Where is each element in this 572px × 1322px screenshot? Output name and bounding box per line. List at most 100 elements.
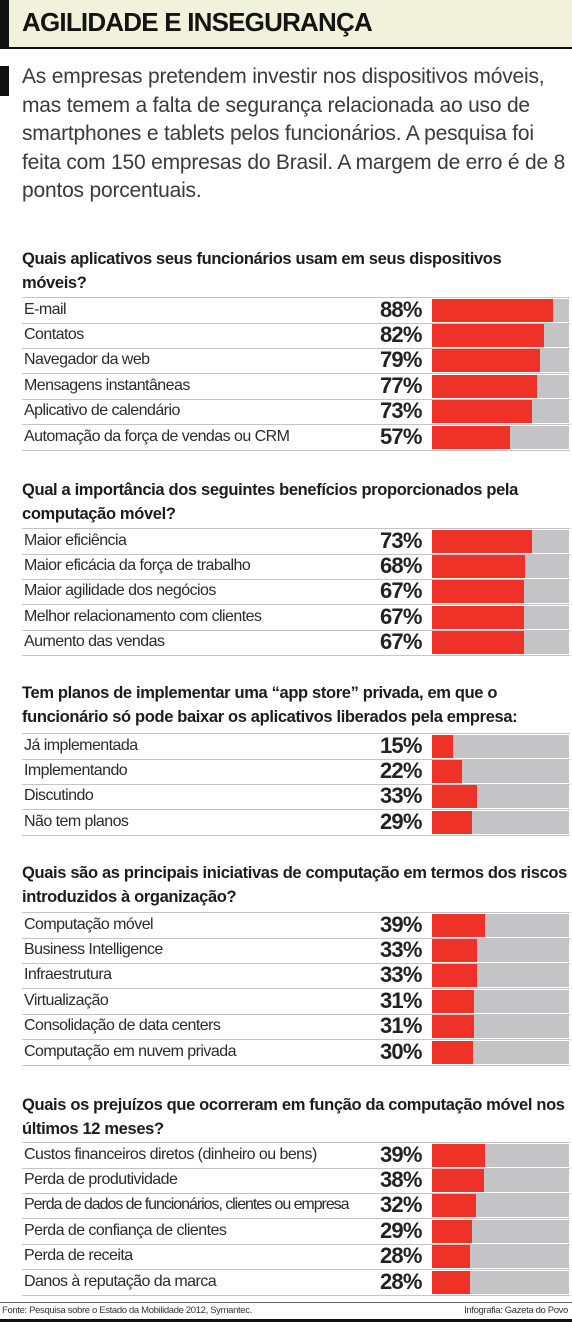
title-accent-block (0, 0, 9, 48)
bar (432, 554, 526, 578)
answer-row: Business Intelligence 33% (22, 937, 570, 964)
bar (432, 374, 538, 398)
bar-track (432, 349, 569, 373)
percent-label: 67% (380, 603, 422, 629)
bar-track (432, 785, 569, 809)
bar (432, 631, 524, 655)
answer-label: Maior agilidade dos negócios (24, 582, 216, 600)
answer-label: Não tem planos (24, 812, 129, 830)
answer-label: Maior eficácia da força de trabalho (24, 556, 251, 574)
bar-track (432, 530, 569, 553)
question-title: Quais aplicativos seus funcionários usam… (22, 250, 502, 292)
answer-label: Consolidação de data centers (24, 1017, 221, 1035)
answer-row: Virtualização 31% (22, 987, 570, 1015)
bottom-rule (0, 1319, 572, 1322)
infographic-credit: Infografia: Gazeta do Povo (464, 1305, 568, 1316)
bar (432, 400, 532, 424)
bar (432, 1168, 485, 1192)
answer-label: E-mail (24, 301, 67, 318)
footer-divider (0, 1302, 572, 1303)
answer-label: Infraestrutura (24, 966, 112, 984)
bar-track (432, 400, 569, 424)
bar (432, 580, 524, 604)
answer-label: Discutindo (24, 787, 94, 805)
answer-label: Danos à reputação da marca (24, 1273, 217, 1290)
bar (432, 426, 511, 449)
bar-track (432, 1219, 569, 1243)
answer-row: Infraestrutura 33% (22, 962, 570, 990)
bar (432, 759, 463, 783)
answer-label: Navegador da web (24, 351, 150, 369)
bar (432, 938, 478, 962)
percent-label: 38% (380, 1166, 422, 1192)
bar (432, 1219, 472, 1243)
answer-label: Aumento das vendas (24, 633, 165, 651)
bar-track (432, 323, 569, 347)
bar-track (432, 964, 569, 988)
percent-label: 22% (380, 757, 422, 783)
answer-label: Custos financeiros diretos (dinheiro ou … (24, 1146, 317, 1163)
answer-row: Aplicativo de calendário 73% (22, 398, 570, 426)
answer-label: Melhor relacionamento com clientes (24, 607, 262, 625)
percent-label: 79% (380, 347, 422, 373)
percent-label: 30% (380, 1039, 422, 1064)
percent-label: 73% (380, 398, 422, 424)
bar-track (432, 374, 569, 398)
title-underline (0, 47, 572, 49)
answer-row: Maior eficácia da força de trabalho 68% (22, 553, 570, 580)
answer-label: Já implementada (24, 737, 138, 754)
bar-track (432, 810, 569, 834)
answer-label: Perda de confiança de clientes (24, 1221, 227, 1239)
answer-row: Navegador da web 79% (22, 347, 570, 375)
bar-track (432, 426, 569, 449)
bar (432, 605, 524, 629)
title-banner: AGILIDADE E INSEGURANÇA (0, 0, 572, 49)
percent-label: 77% (380, 372, 422, 398)
bar (432, 1245, 471, 1269)
answer-row: Maior eficiência 73% (22, 528, 570, 555)
percent-label: 31% (380, 1013, 422, 1039)
bar-track (432, 1194, 569, 1218)
percent-label: 39% (380, 1142, 422, 1167)
percent-label: 57% (380, 424, 422, 449)
percent-label: 82% (380, 321, 422, 347)
answer-label: Computação móvel (24, 916, 154, 933)
answer-row: Perda de receita 28% (22, 1243, 570, 1271)
bar (432, 1271, 471, 1294)
bar-track (432, 1144, 569, 1167)
page-title: AGILIDADE E INSEGURANÇA (22, 7, 373, 37)
bar-track (432, 1245, 569, 1269)
answer-row: Maior agilidade dos negócios 67% (22, 578, 570, 606)
answer-label: Business Intelligence (24, 940, 163, 958)
bar-track (432, 1271, 569, 1294)
answer-row: Custos financeiros diretos (dinheiro ou … (22, 1142, 570, 1169)
bar-track (432, 580, 569, 604)
percent-label: 28% (380, 1269, 422, 1294)
bar (432, 530, 532, 553)
bar-track (432, 1015, 569, 1039)
percent-label: 88% (380, 297, 422, 322)
answer-row: Contatos 82% (22, 321, 570, 349)
percent-label: 33% (380, 783, 422, 809)
bar-track (432, 914, 569, 937)
bar-track (432, 1168, 569, 1192)
answer-row: Computação móvel 39% (22, 912, 570, 939)
percent-label: 67% (380, 578, 422, 604)
answer-label: Implementando (24, 761, 128, 779)
answer-row: Automação da força de vendas ou CRM 57% (22, 424, 570, 451)
bar (432, 914, 486, 937)
intro-accent-block (0, 66, 9, 96)
bar (432, 989, 475, 1013)
answer-row: Perda de produtividade 38% (22, 1166, 570, 1194)
bar (432, 1015, 475, 1039)
answer-row: Discutindo 33% (22, 783, 570, 811)
answer-label: Perda de receita (24, 1247, 133, 1265)
answer-row: Danos à reputação da marca 28% (22, 1269, 570, 1296)
answer-row: Implementando 22% (22, 757, 570, 785)
bar (432, 735, 453, 758)
percent-label: 31% (380, 987, 422, 1013)
bar-track (432, 1041, 569, 1064)
percent-label: 29% (380, 808, 422, 834)
source-note: Fonte: Pesquisa sobre o Estado da Mobili… (2, 1305, 252, 1316)
bar-track (432, 299, 569, 322)
